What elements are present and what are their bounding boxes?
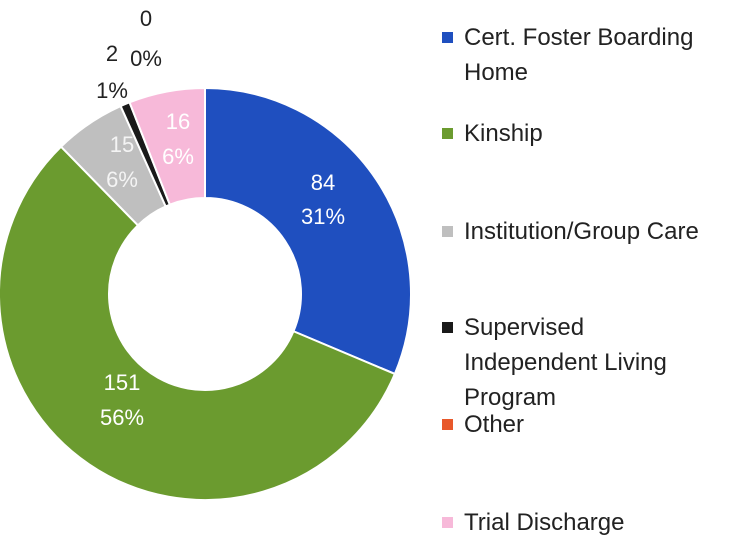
donut-slice (128, 86, 206, 206)
legend-label: Other (464, 411, 525, 438)
legend-item: Kinship (442, 116, 704, 151)
legend-item: Trial Discharge (442, 505, 704, 540)
data-label: 0 (140, 6, 152, 31)
legend-item: Institution/Group Care (442, 214, 704, 249)
data-label-percent: 1% (96, 78, 128, 103)
legend-item: Cert. Foster Boarding Home (442, 20, 704, 90)
data-label: 151 (104, 370, 141, 395)
donut-slice (204, 86, 412, 376)
legend-swatch (442, 322, 453, 333)
legend-swatch (442, 128, 453, 139)
legend-label: Supervised Independent Living Program (464, 314, 667, 411)
data-label-percent: 6% (162, 144, 194, 169)
data-label-percent: 56% (100, 405, 144, 430)
legend-label: Institution/Group Care (464, 218, 699, 245)
data-label-percent: 31% (301, 204, 345, 229)
legend-swatch (442, 226, 453, 237)
legend-swatch (442, 419, 453, 430)
data-label: 84 (311, 170, 335, 195)
data-label: 16 (166, 109, 190, 134)
legend-swatch (442, 517, 453, 528)
legend-label: Cert. Foster Boarding Home (464, 24, 694, 86)
legend-label: Trial Discharge (464, 509, 625, 536)
donut-slice (0, 145, 397, 501)
data-label-percent: 0% (130, 46, 162, 71)
data-label: 15 (110, 132, 134, 157)
legend-item: Other (442, 407, 704, 442)
data-label: 2 (106, 41, 118, 66)
legend-swatch (442, 32, 453, 43)
legend-item: Supervised Independent Living Program (442, 310, 704, 415)
data-label-percent: 6% (106, 167, 138, 192)
legend-label: Kinship (464, 120, 543, 147)
